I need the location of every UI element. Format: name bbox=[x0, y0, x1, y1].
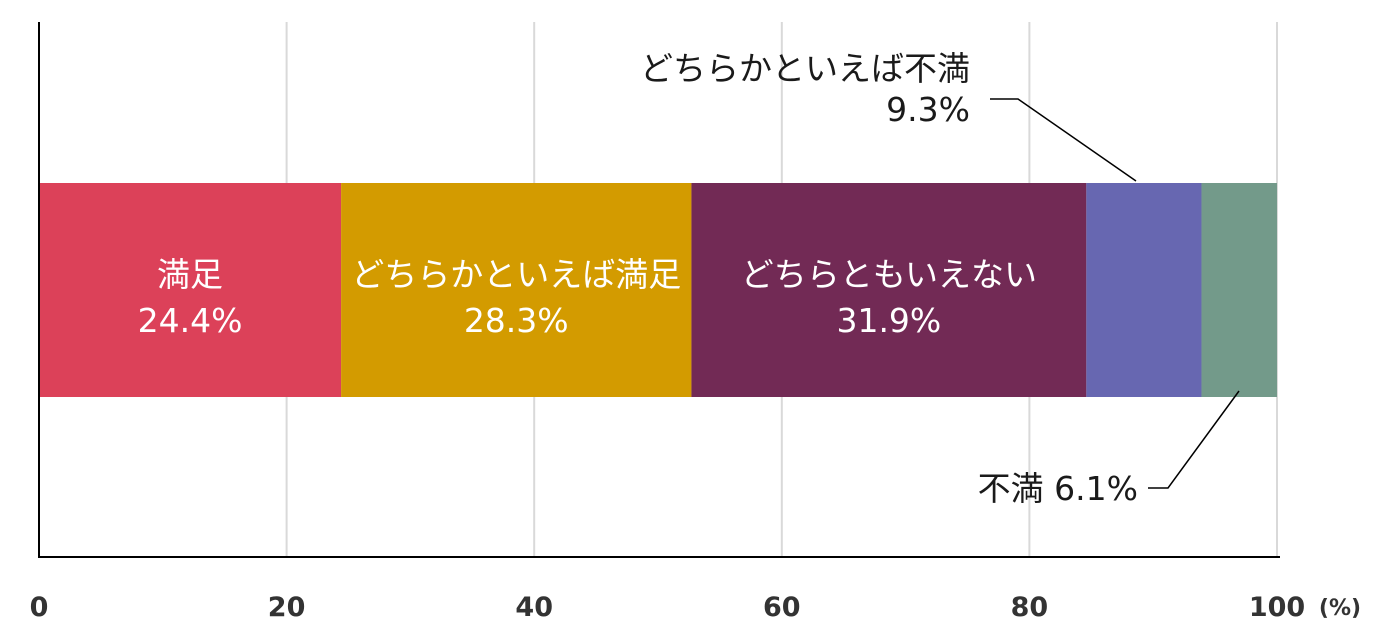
axes bbox=[38, 22, 1280, 558]
bar-segment bbox=[39, 183, 342, 397]
x-tick-label: 20 bbox=[268, 592, 306, 623]
callout-somewhat-dissatisfied-value: 9.3% bbox=[886, 90, 970, 129]
x-tick-label: 0 bbox=[30, 592, 49, 623]
segment-category-label: どちらともいえない bbox=[741, 255, 1037, 294]
segment-value-label: 28.3% bbox=[464, 301, 569, 340]
x-axis-unit: (%) bbox=[1319, 596, 1361, 621]
segment-category-label: どちらかといえば満足 bbox=[351, 255, 681, 294]
x-tick-label: 100 bbox=[1249, 592, 1305, 623]
x-tick-label: 40 bbox=[515, 592, 553, 623]
callout-dissatisfied: 不満 6.1% bbox=[978, 390, 1240, 508]
segment-category-label: 満足 bbox=[157, 255, 223, 294]
callout-somewhat-dissatisfied-name: どちらかといえば不満 bbox=[640, 49, 970, 88]
callout-leader-line bbox=[990, 98, 1137, 182]
segment-value-label: 31.9% bbox=[836, 301, 941, 340]
callout-dissatisfied-text: 不満 6.1% bbox=[978, 469, 1138, 508]
segment-value-label: 24.4% bbox=[138, 301, 243, 340]
callout-leader-line bbox=[1148, 390, 1240, 489]
bar-segment bbox=[1086, 183, 1202, 397]
x-tick-label: 80 bbox=[1011, 592, 1049, 623]
callout-somewhat-dissatisfied: どちらかといえば不満 9.3% bbox=[640, 49, 1137, 182]
bar-segment bbox=[1201, 183, 1277, 397]
x-tick-labels: 0 20 40 60 80 100 bbox=[30, 592, 1306, 623]
bar-segment bbox=[341, 183, 692, 397]
x-tick-label: 60 bbox=[763, 592, 801, 623]
bar-segments bbox=[39, 183, 1277, 397]
segment-labels: 満足 24.4% どちらかといえば満足 28.3% どちらともいえない 31.9% bbox=[138, 255, 1037, 340]
bar-segment bbox=[691, 183, 1087, 397]
